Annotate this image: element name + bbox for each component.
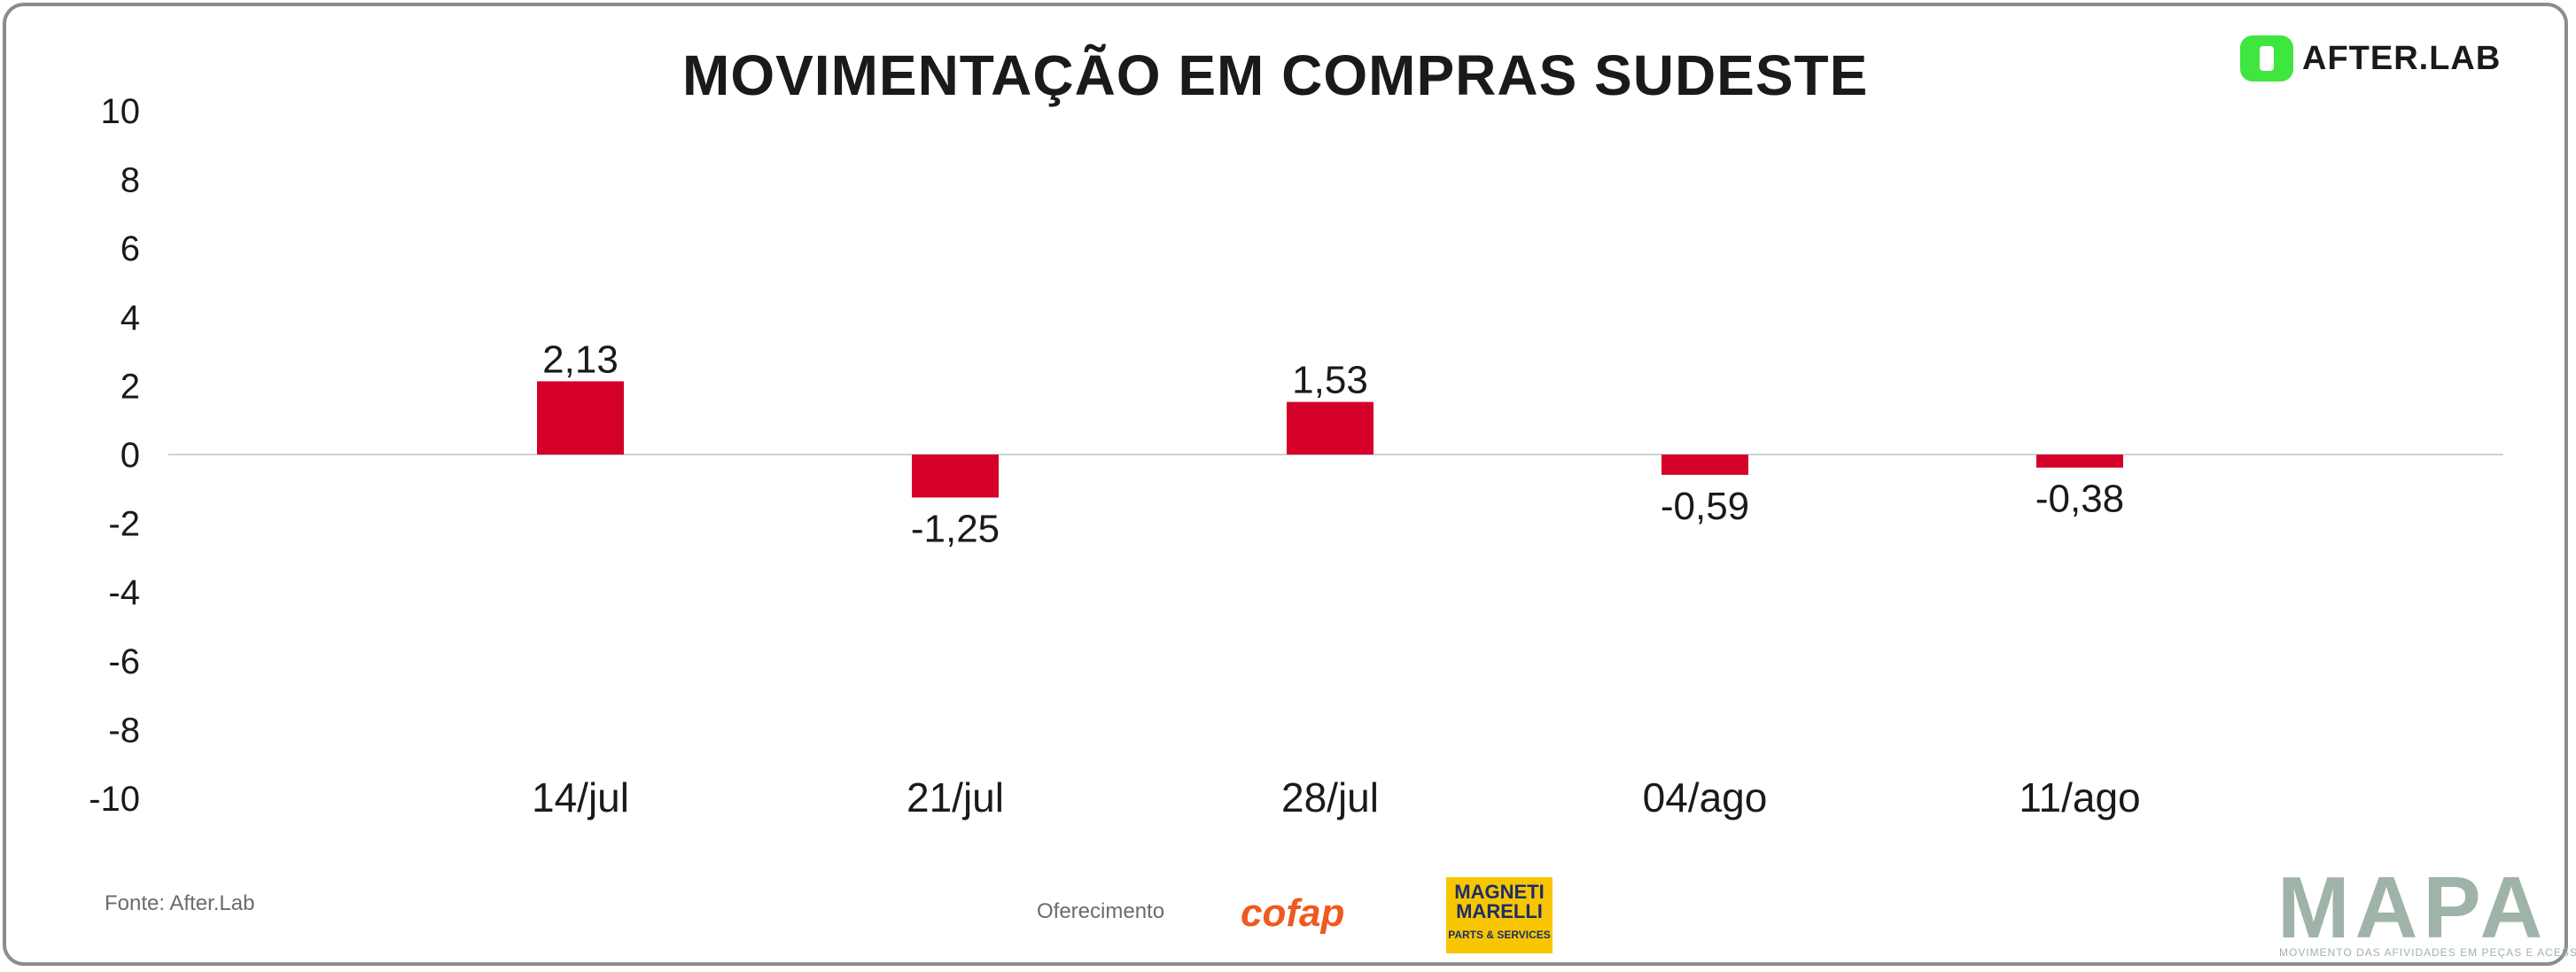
source-note: Fonte: After.Lab <box>105 891 255 915</box>
x-tick-label: 21/jul <box>907 774 1004 820</box>
y-tick-label: 2 <box>121 367 140 406</box>
magneti-logo-line2: MARELLI <box>1456 900 1543 922</box>
y-tick-label: 6 <box>121 229 140 268</box>
cofap-logo: cofap <box>1241 891 1345 935</box>
x-tick-label: 11/ago <box>2019 774 2140 820</box>
x-tick-label: 28/jul <box>1281 774 1379 820</box>
mapa-brand: MAPA <box>2277 859 2549 956</box>
data-label: -0,38 <box>2035 478 2124 521</box>
afterlab-logo: AFTER.LAB <box>2240 35 2501 82</box>
sponsor-label: Oferecimento <box>1037 899 1165 923</box>
data-label: -0,59 <box>1661 485 1749 528</box>
chart-frame <box>3 3 2568 966</box>
y-tick-label: -8 <box>108 711 140 750</box>
y-tick-label: -6 <box>108 642 140 681</box>
magneti-marelli-logo: MAGNETI MARELLI PARTS & SERVICES <box>1446 877 1553 953</box>
chart-title: MOVIMENTAÇÃO EM COMPRAS SUDESTE <box>682 43 1869 107</box>
x-tick-label: 14/jul <box>532 774 629 820</box>
bar <box>2036 455 2123 468</box>
y-tick-label: -2 <box>108 505 140 544</box>
bar <box>1662 455 1748 475</box>
afterlab-logo-icon <box>2240 35 2293 82</box>
y-tick-label: 0 <box>121 436 140 475</box>
mapa-tagline: MOVIMENTO DAS AFIVIDADES EM PEÇAS E ACES… <box>2279 946 2576 959</box>
magneti-logo-line1: MAGNETI <box>1454 881 1545 903</box>
y-tick-label: 10 <box>101 92 141 131</box>
bar <box>1287 401 1374 455</box>
bar <box>537 381 624 455</box>
y-tick-label: 4 <box>121 299 140 338</box>
y-tick-label: -4 <box>108 573 140 612</box>
data-label: 2,13 <box>542 338 619 381</box>
afterlab-logo-text: AFTER.LAB <box>2302 39 2502 77</box>
x-tick-label: 04/ago <box>1643 774 1768 820</box>
data-label: -1,25 <box>911 508 1000 551</box>
magneti-logo-line3: PARTS & SERVICES <box>1448 929 1551 941</box>
y-tick-label: -10 <box>89 780 140 819</box>
data-label: 1,53 <box>1292 359 1368 402</box>
bar <box>912 455 999 498</box>
y-tick-label: 8 <box>121 161 140 200</box>
